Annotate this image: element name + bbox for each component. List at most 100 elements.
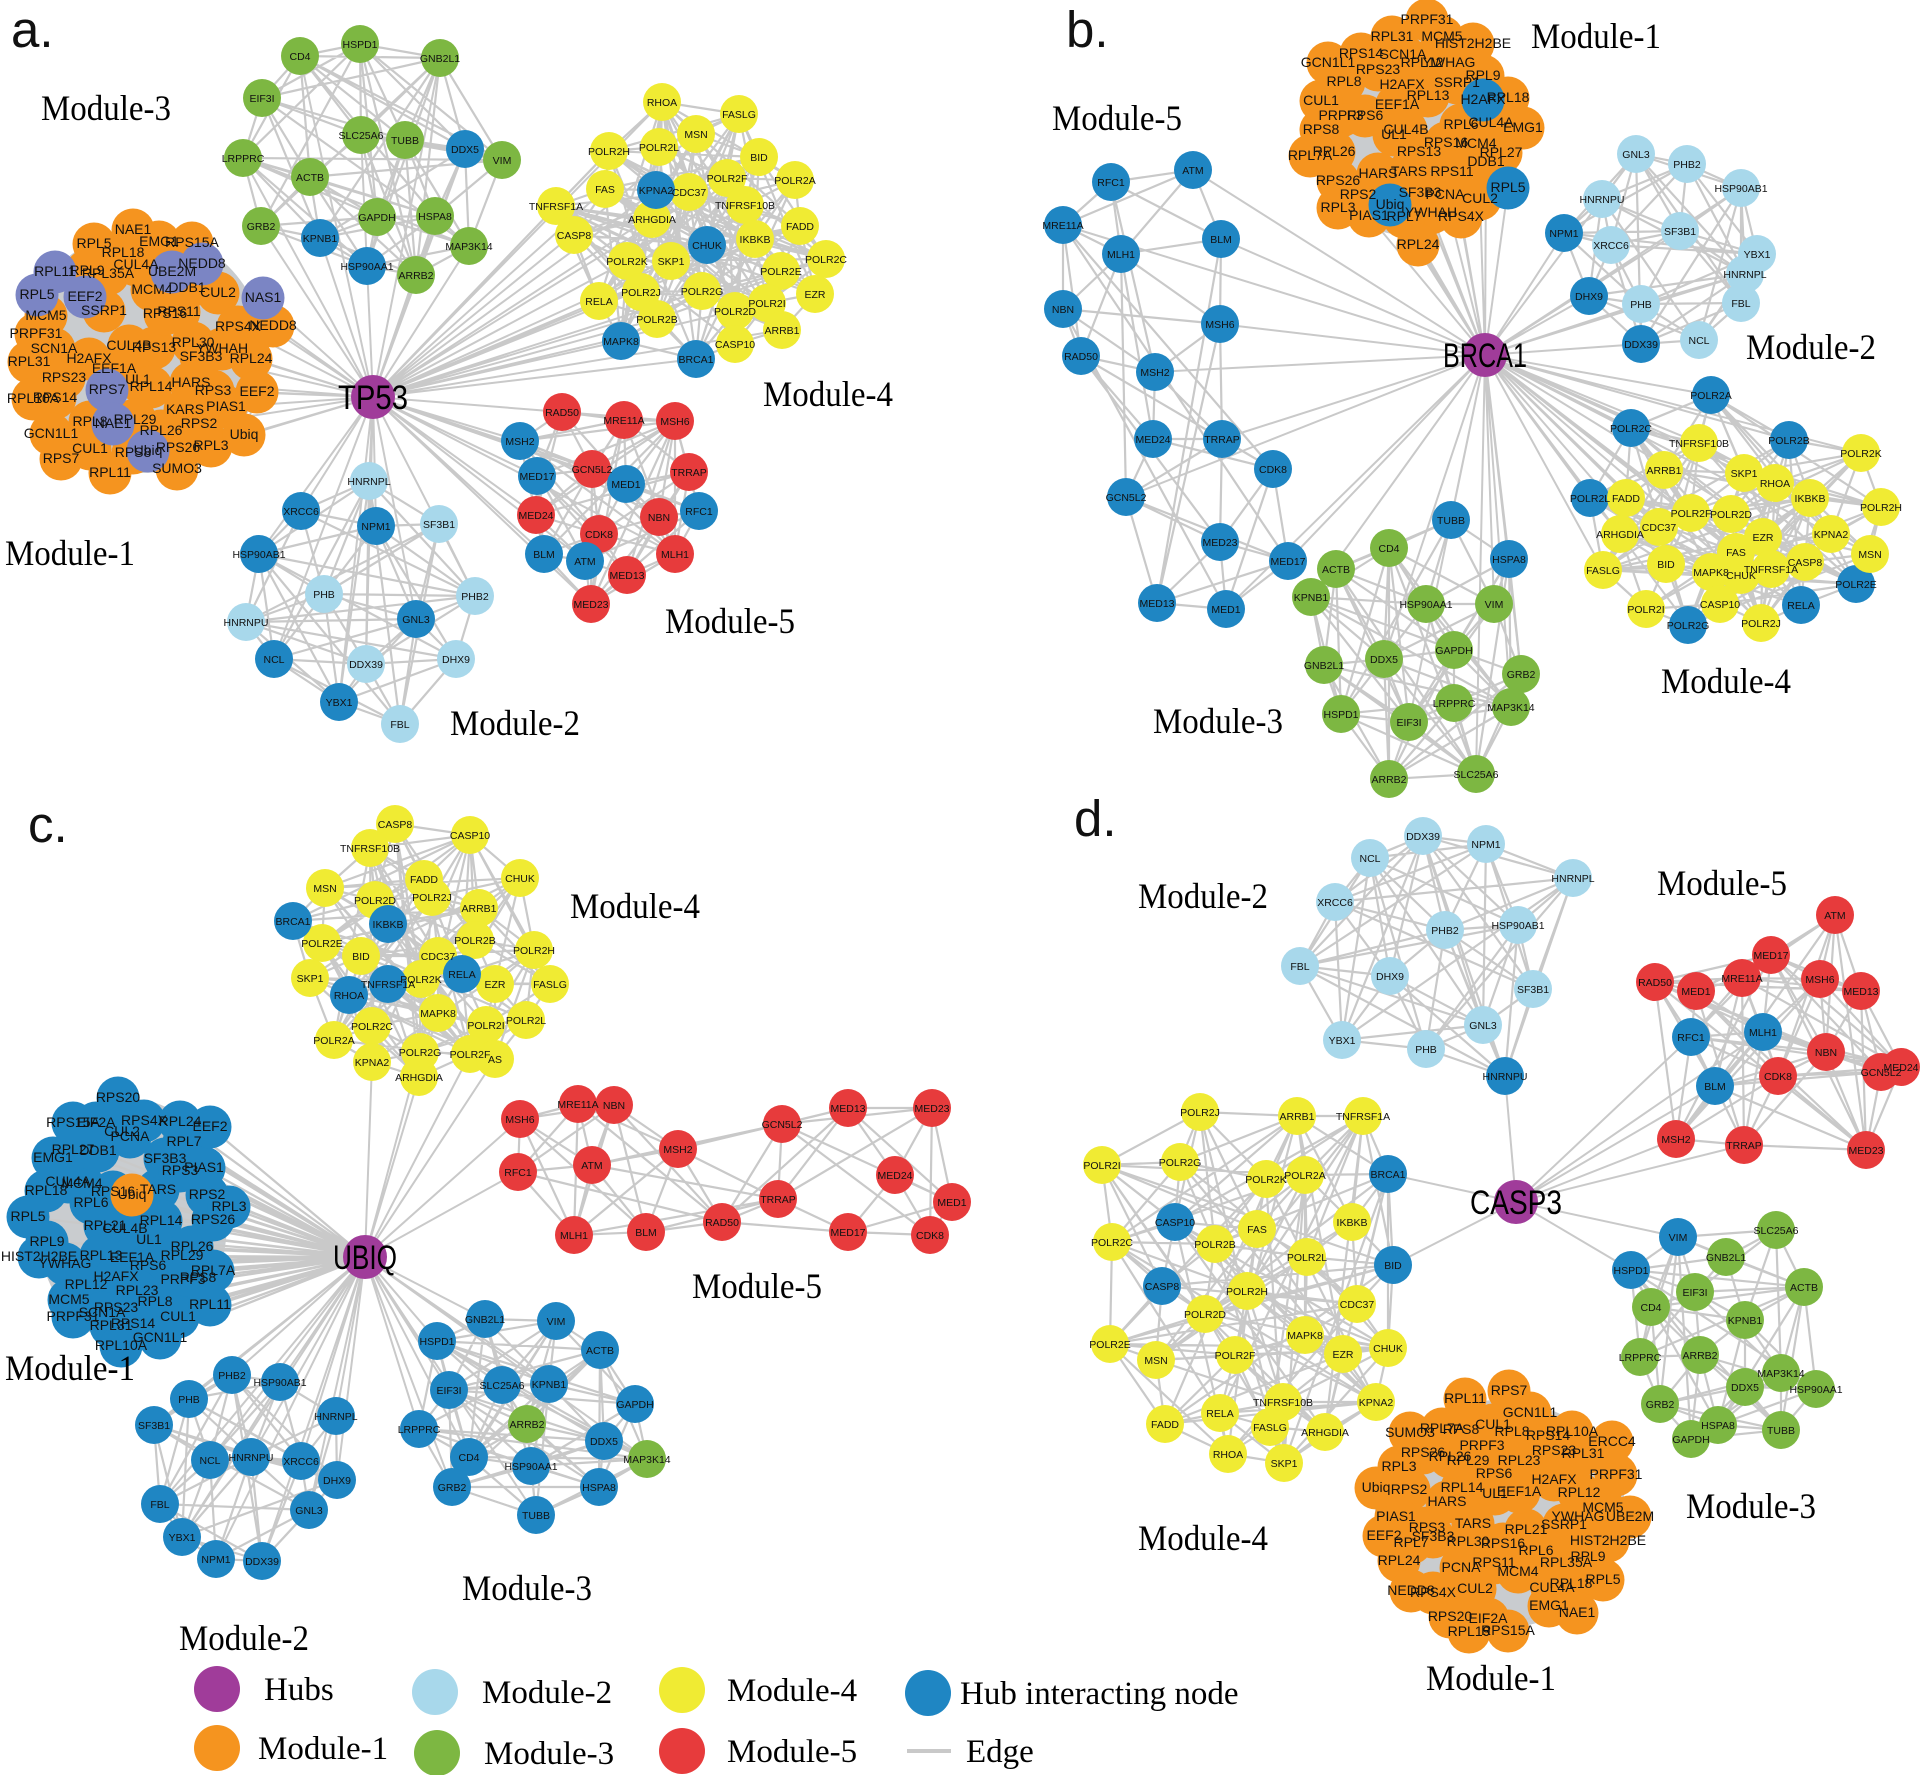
svg-text:LRPPRC: LRPPRC [1619,1352,1662,1364]
svg-text:FBL: FBL [150,1499,169,1511]
svg-text:PRPF3: PRPF3 [160,1271,205,1287]
svg-text:RPL7: RPL7 [166,1133,201,1149]
svg-text:SSRP1: SSRP1 [1541,1516,1587,1532]
svg-text:RPL31: RPL31 [90,1317,133,1333]
svg-text:UBIQ: UBIQ [333,1239,397,1277]
svg-text:RPS14: RPS14 [1526,1427,1571,1443]
svg-text:RPS6: RPS6 [1347,107,1384,123]
svg-text:CASP10: CASP10 [715,339,755,351]
svg-text:PHB: PHB [1415,1044,1437,1056]
svg-text:NAE1: NAE1 [115,221,152,237]
svg-text:POLR2D: POLR2D [354,895,396,907]
svg-text:RPL30: RPL30 [172,334,215,350]
svg-text:HARS: HARS [172,374,211,390]
svg-text:RHOA: RHOA [334,990,364,1002]
svg-text:RPL5: RPL5 [10,1208,45,1224]
svg-text:RPL9: RPL9 [1465,67,1500,83]
svg-text:TRRAP: TRRAP [671,467,707,479]
svg-text:ARRB2: ARRB2 [398,270,433,282]
svg-text:KPNA2: KPNA2 [355,1057,390,1069]
svg-text:MSN: MSN [1858,549,1881,561]
svg-text:HNRNPL: HNRNPL [1551,873,1594,885]
svg-text:RPS16: RPS16 [1481,1535,1526,1551]
svg-text:GNB2L1: GNB2L1 [1304,660,1344,672]
svg-text:HNRNPU: HNRNPU [1580,194,1625,206]
svg-text:KPNA2: KPNA2 [1814,529,1849,541]
svg-text:FASLG: FASLG [533,979,567,991]
svg-text:MED1: MED1 [1211,604,1240,616]
svg-text:MED17: MED17 [1270,556,1305,568]
svg-text:POLR2I: POLR2I [1083,1160,1120,1172]
svg-text:RPS20: RPS20 [96,1089,141,1105]
svg-text:RFC1: RFC1 [685,506,713,518]
svg-text:ATM: ATM [581,1160,602,1172]
svg-text:MED24: MED24 [877,1170,912,1182]
svg-text:RPL30: RPL30 [1447,1533,1490,1549]
svg-text:CUL4B: CUL4B [1383,121,1428,137]
svg-text:Module-4: Module-4 [727,1673,857,1709]
svg-text:RPS16: RPS16 [1424,134,1469,150]
svg-text:RPL31: RPL31 [1562,1445,1605,1461]
svg-text:NCL: NCL [199,1455,220,1467]
svg-text:MED23: MED23 [914,1103,949,1115]
svg-text:NBN: NBN [648,512,670,524]
svg-text:SKP1: SKP1 [658,256,685,268]
svg-text:CASP8: CASP8 [378,819,413,831]
svg-text:NCL: NCL [263,654,284,666]
svg-text:RPS7: RPS7 [43,450,80,466]
svg-text:GNB2L1: GNB2L1 [465,1314,505,1326]
svg-text:HSP90AB1: HSP90AB1 [1491,920,1544,932]
svg-text:HSP90AB1: HSP90AB1 [232,549,285,561]
svg-text:Module-2: Module-2 [450,703,580,743]
svg-text:EZR: EZR [1753,532,1774,544]
svg-text:RPS3: RPS3 [162,1162,199,1178]
svg-text:EEF2: EEF2 [1366,1527,1401,1543]
svg-text:RPS4X: RPS4X [215,318,262,334]
svg-text:FAS: FAS [1247,1224,1267,1236]
svg-text:PHB: PHB [313,589,335,601]
svg-text:DHX9: DHX9 [1575,291,1603,303]
svg-text:GNL3: GNL3 [1622,149,1650,161]
svg-text:RPL10A: RPL10A [7,390,60,406]
svg-text:TNFRSF10B: TNFRSF10B [1669,438,1729,450]
svg-text:CHUK: CHUK [505,873,535,885]
svg-text:d.: d. [1074,790,1117,847]
svg-text:FADD: FADD [786,221,814,233]
svg-text:RPS14: RPS14 [111,1315,156,1331]
svg-text:RPS2: RPS2 [181,415,218,431]
svg-text:LRPPRC: LRPPRC [1433,698,1476,710]
svg-text:RPL7A: RPL7A [1420,1420,1465,1436]
svg-text:MLH1: MLH1 [1107,249,1135,261]
svg-text:SF3B3: SF3B3 [1412,1528,1455,1544]
svg-text:TARS: TARS [1391,163,1427,179]
svg-text:PRPF31: PRPF31 [1590,1466,1643,1482]
svg-text:TUBB: TUBB [391,135,419,147]
svg-text:CUL1: CUL1 [160,1308,196,1324]
svg-text:MRE11A: MRE11A [1042,220,1083,232]
svg-text:RPS2: RPS2 [1391,1481,1428,1497]
svg-text:GCN5L2: GCN5L2 [1106,492,1147,504]
svg-text:RPL18: RPL18 [1550,1575,1593,1591]
svg-text:RPS20: RPS20 [1428,1608,1473,1624]
svg-text:HSPA8: HSPA8 [418,211,452,223]
svg-text:YWHAH: YWHAH [196,340,248,356]
svg-text:HIST2H2BE: HIST2H2BE [1435,35,1511,51]
svg-text:BID: BID [1657,559,1675,571]
svg-text:GCN5L2: GCN5L2 [762,1119,803,1131]
svg-text:POLR2H: POLR2H [513,945,555,957]
svg-text:RPL3: RPL3 [211,1198,246,1214]
svg-text:PRPF31: PRPF31 [10,325,63,341]
svg-text:RELA: RELA [448,969,475,981]
svg-text:POLR2K: POLR2K [1245,1174,1286,1186]
svg-text:MED13: MED13 [1843,986,1878,998]
svg-text:RPL12: RPL12 [1401,54,1444,70]
svg-text:SUMO3: SUMO3 [152,460,202,476]
svg-text:RPL13: RPL13 [80,1247,123,1263]
svg-text:NPM1: NPM1 [1471,839,1500,851]
svg-text:TNFRSF10B: TNFRSF10B [1253,1397,1313,1409]
svg-text:RAD50: RAD50 [1638,977,1672,989]
svg-text:DDX39: DDX39 [245,1556,279,1568]
svg-text:Module-4: Module-4 [1138,1518,1268,1558]
svg-text:CUL2: CUL2 [1462,190,1498,206]
svg-text:MCM5: MCM5 [1421,28,1462,44]
